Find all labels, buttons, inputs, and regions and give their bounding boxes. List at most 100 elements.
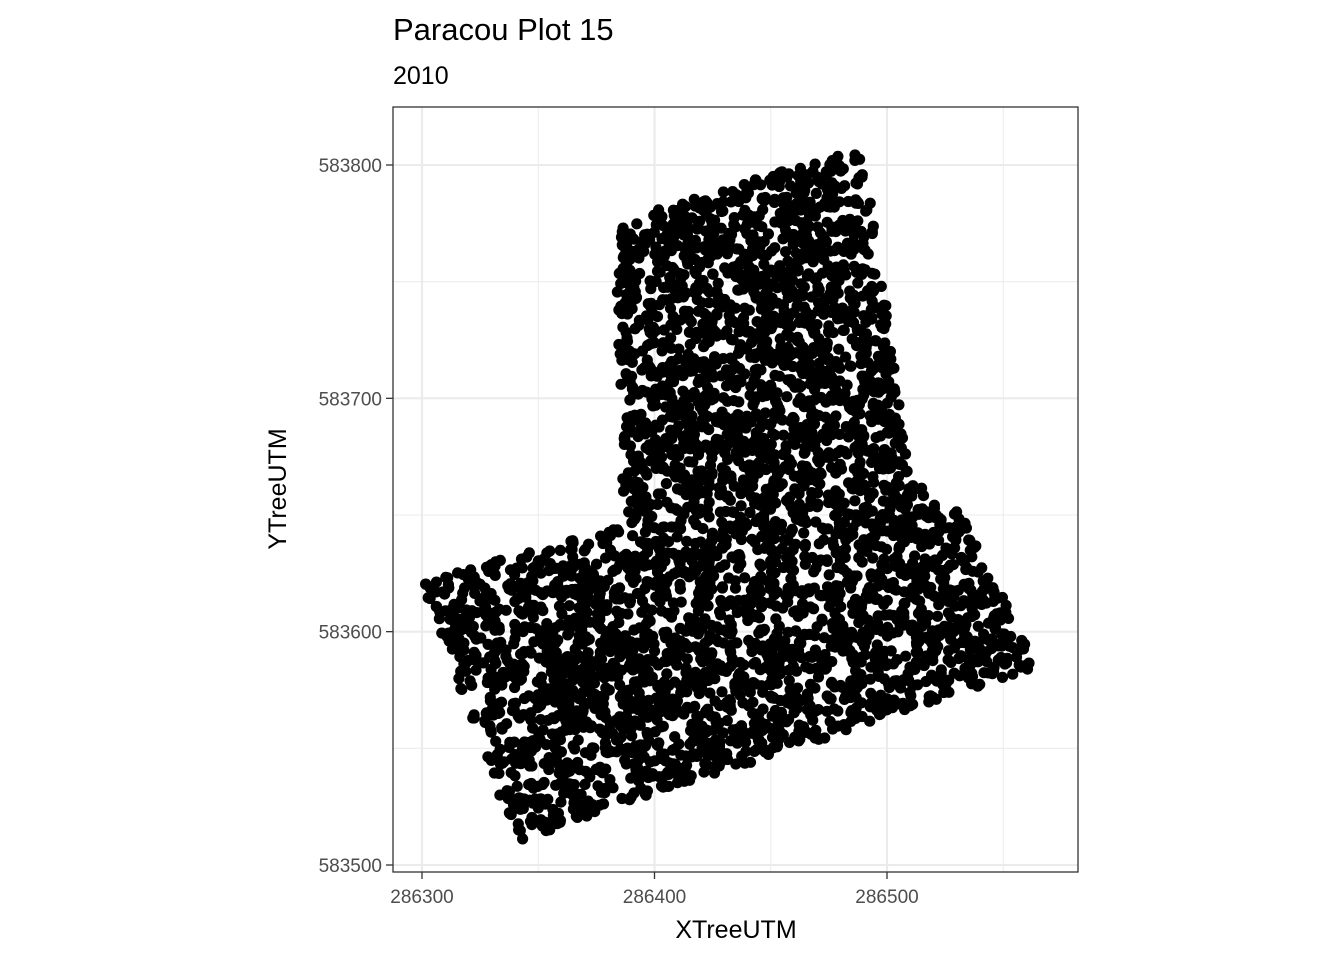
data-point xyxy=(824,245,837,257)
data-point xyxy=(893,479,905,492)
data-point xyxy=(521,551,533,563)
data-point xyxy=(733,284,745,296)
data-point xyxy=(660,478,673,490)
data-point xyxy=(644,338,656,350)
data-point xyxy=(955,650,967,662)
data-point xyxy=(768,476,780,488)
data-point xyxy=(683,401,695,414)
data-point xyxy=(781,171,793,183)
data-point xyxy=(638,711,650,723)
data-point xyxy=(509,632,521,645)
data-point xyxy=(928,502,941,514)
data-point xyxy=(943,645,955,657)
data-point xyxy=(783,454,795,466)
data-point xyxy=(747,335,759,347)
data-point xyxy=(802,241,815,253)
data-point xyxy=(916,503,928,515)
data-point xyxy=(452,567,464,579)
data-point xyxy=(833,275,845,287)
data-point xyxy=(848,463,861,475)
data-point xyxy=(720,380,733,392)
data-point xyxy=(819,350,832,362)
data-point xyxy=(1015,661,1027,673)
data-point xyxy=(715,222,727,234)
data-point xyxy=(628,624,640,636)
data-point xyxy=(623,374,635,386)
data-point xyxy=(594,575,606,587)
data-point xyxy=(707,268,719,280)
data-point xyxy=(600,746,612,758)
data-point xyxy=(843,531,856,543)
data-point xyxy=(486,593,498,605)
data-point xyxy=(863,487,875,499)
data-point xyxy=(840,421,852,433)
data-point xyxy=(491,676,503,688)
data-point xyxy=(765,264,777,276)
data-point xyxy=(582,647,594,659)
data-point xyxy=(745,235,757,247)
data-point xyxy=(458,637,470,649)
data-point xyxy=(698,560,710,572)
data-point xyxy=(847,711,859,724)
data-point xyxy=(789,438,801,450)
data-point xyxy=(832,705,844,717)
data-point xyxy=(477,657,489,669)
data-point xyxy=(765,555,777,567)
data-point xyxy=(705,246,717,258)
data-point xyxy=(640,618,653,630)
data-point xyxy=(846,575,859,588)
data-point xyxy=(537,638,549,650)
data-point xyxy=(973,642,986,654)
data-point xyxy=(641,727,653,739)
data-point xyxy=(529,741,542,753)
data-point xyxy=(653,540,665,552)
data-point xyxy=(667,263,680,275)
data-point xyxy=(723,437,735,449)
data-point xyxy=(841,379,853,391)
data-point xyxy=(809,705,822,717)
data-point xyxy=(923,512,935,524)
data-point xyxy=(540,656,552,668)
data-point xyxy=(440,571,452,584)
data-point xyxy=(568,786,581,799)
data-point xyxy=(834,428,846,440)
data-point xyxy=(668,743,681,756)
data-point xyxy=(466,679,478,692)
data-point xyxy=(795,278,807,290)
data-point xyxy=(611,524,624,536)
data-point xyxy=(743,700,755,712)
data-point xyxy=(617,222,629,234)
data-point xyxy=(721,395,734,407)
data-point xyxy=(481,610,494,622)
data-point xyxy=(818,632,830,644)
data-point xyxy=(806,551,818,564)
data-point xyxy=(573,715,585,727)
data-point xyxy=(769,449,781,461)
data-point xyxy=(931,675,943,687)
data-point xyxy=(590,558,603,570)
data-point xyxy=(810,662,822,675)
data-point xyxy=(549,742,561,754)
data-point xyxy=(513,605,525,617)
y-axis-title: YTreeUTM xyxy=(264,428,292,549)
data-point xyxy=(755,444,767,457)
data-point xyxy=(729,302,742,314)
data-point xyxy=(987,595,999,608)
data-point xyxy=(844,402,856,414)
data-point xyxy=(479,715,491,727)
data-point xyxy=(936,568,948,580)
data-point xyxy=(681,653,693,665)
data-point xyxy=(800,305,812,317)
data-point xyxy=(725,333,738,346)
data-point xyxy=(748,436,760,448)
data-point xyxy=(917,490,930,502)
data-point xyxy=(518,692,531,705)
data-point xyxy=(709,326,721,338)
data-point xyxy=(655,488,667,500)
data-point xyxy=(757,338,769,350)
data-point xyxy=(814,589,826,601)
data-point xyxy=(470,664,482,676)
chart-title: Paracou Plot 15 xyxy=(393,12,614,47)
data-point xyxy=(493,697,505,710)
data-point xyxy=(893,543,905,555)
